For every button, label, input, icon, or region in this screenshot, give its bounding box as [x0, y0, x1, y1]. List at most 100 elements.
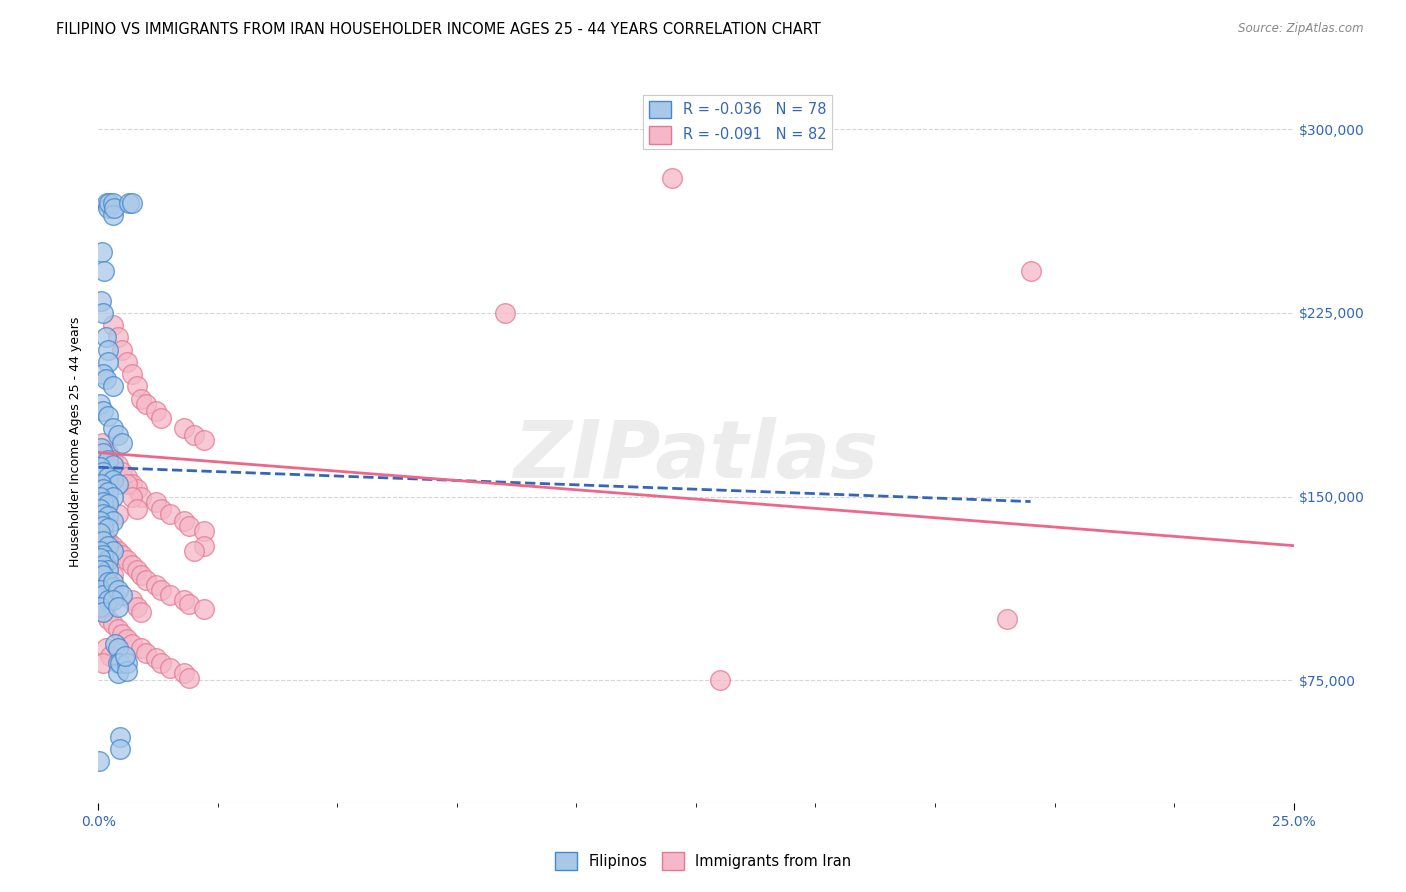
Point [125, 599, 148, 614]
Point [179, 598, 201, 612]
Point [107, 507, 129, 521]
Point [91, 445, 114, 459]
Point [94, 372, 117, 386]
Point [103, 201, 125, 215]
Point [101, 318, 124, 333]
Point [709, 673, 731, 688]
Point [91, 568, 114, 582]
Point [111, 627, 134, 641]
Point [107, 458, 129, 472]
Point [115, 470, 138, 484]
Point [91, 507, 114, 521]
Point [115, 632, 138, 646]
Point [101, 592, 124, 607]
Point [91, 435, 114, 450]
Point [89, 526, 111, 541]
Point [101, 473, 124, 487]
Point [121, 637, 143, 651]
Point [108, 730, 131, 744]
Point [101, 543, 124, 558]
Point [131, 568, 153, 582]
Point [91, 549, 114, 563]
Point [97, 453, 120, 467]
Point [101, 458, 124, 472]
Legend: R = -0.036   N = 78, R = -0.091   N = 82: R = -0.036 N = 78, R = -0.091 N = 82 [644, 95, 832, 149]
Point [97, 445, 120, 459]
Point [90, 477, 112, 491]
Point [104, 637, 127, 651]
Point [107, 582, 129, 597]
Point [131, 605, 153, 619]
Point [97, 494, 120, 508]
Point [107, 428, 129, 442]
Point [111, 588, 134, 602]
Point [101, 379, 124, 393]
Point [125, 502, 148, 516]
Point [159, 507, 181, 521]
Point [97, 195, 120, 210]
Text: Source: ZipAtlas.com: Source: ZipAtlas.com [1239, 22, 1364, 36]
Point [94, 641, 117, 656]
Point [89, 754, 111, 768]
Point [173, 514, 195, 528]
Point [101, 580, 124, 594]
Point [89, 599, 111, 614]
Point [145, 651, 167, 665]
Point [135, 396, 157, 410]
Point [91, 605, 114, 619]
Point [111, 343, 134, 357]
Point [91, 558, 114, 573]
Point [101, 539, 124, 553]
Point [101, 588, 124, 602]
Point [131, 641, 153, 656]
Point [494, 306, 516, 320]
Point [94, 330, 117, 344]
Point [91, 404, 114, 418]
Point [121, 490, 143, 504]
Point [91, 244, 114, 259]
Point [93, 264, 115, 278]
Point [97, 563, 120, 577]
Point [121, 558, 143, 573]
Point [115, 355, 138, 369]
Point [1019, 264, 1042, 278]
Point [193, 539, 215, 553]
Point [145, 494, 167, 508]
Point [101, 208, 124, 222]
Point [179, 671, 201, 685]
Point [115, 477, 138, 491]
Point [115, 664, 138, 678]
Point [115, 553, 138, 567]
Point [108, 742, 131, 756]
Point [97, 470, 120, 484]
Point [107, 622, 129, 636]
Point [97, 533, 120, 548]
Point [101, 617, 124, 632]
Point [91, 465, 114, 479]
Point [90, 441, 112, 455]
Legend: Filipinos, Immigrants from Iran: Filipinos, Immigrants from Iran [548, 847, 858, 876]
Point [173, 421, 195, 435]
Text: ZIPatlas: ZIPatlas [513, 417, 879, 495]
Point [107, 330, 129, 344]
Point [97, 553, 120, 567]
Point [97, 575, 120, 590]
Point [89, 502, 111, 516]
Point [121, 592, 143, 607]
Point [101, 490, 124, 504]
Point [97, 497, 120, 511]
Point [125, 483, 148, 497]
Point [149, 582, 172, 597]
Point [97, 592, 120, 607]
Point [118, 195, 141, 210]
Y-axis label: Householder Income Ages 25 - 44 years: Householder Income Ages 25 - 44 years [69, 317, 83, 566]
Point [125, 379, 148, 393]
Point [98, 648, 122, 663]
Point [98, 592, 122, 607]
Point [89, 490, 111, 504]
Point [145, 578, 167, 592]
Point [101, 421, 124, 435]
Point [179, 519, 201, 533]
Point [193, 602, 215, 616]
Point [107, 641, 129, 656]
